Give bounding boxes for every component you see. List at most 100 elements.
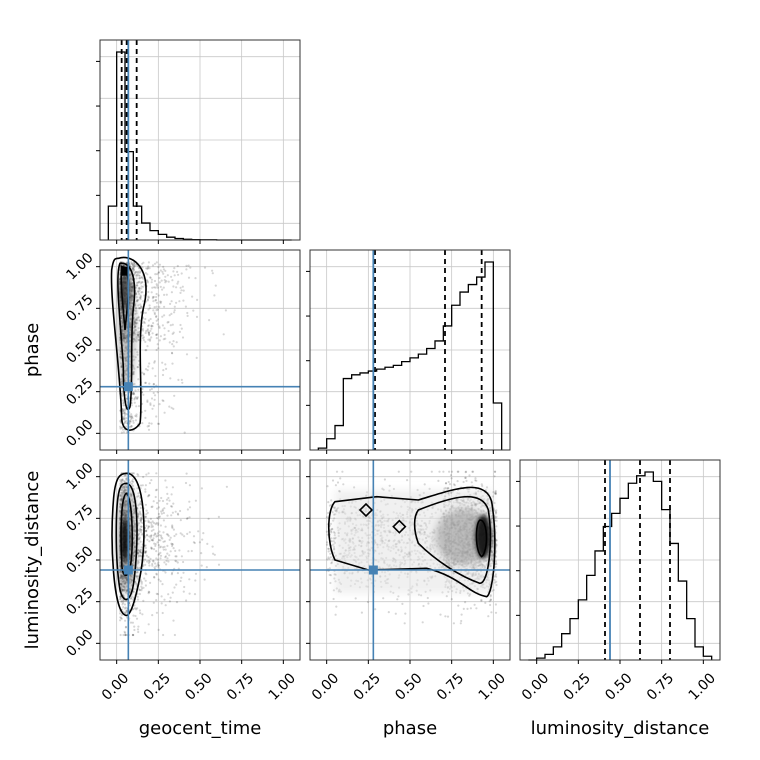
sample-point [132,372,135,376]
sample-point [160,510,163,513]
sample-point [186,311,189,315]
sample-point [155,295,158,299]
sample-point [130,261,133,264]
sample-point [156,558,160,561]
sample-point [144,519,147,523]
contour-middle [115,482,138,601]
sample-point [331,527,334,531]
sample-point [152,559,155,562]
sample-point [172,340,175,343]
sample-point [453,484,456,487]
sample-point [133,625,136,628]
sample-point [473,603,476,606]
sample-point [134,607,137,610]
sample-point [133,265,136,268]
sample-point [144,381,147,384]
sample-point [152,548,156,551]
sample-point [121,486,124,489]
sample-point [332,543,335,546]
sample-point [135,397,139,400]
sample-point [332,589,335,592]
sample-point [132,488,135,491]
sample-point [171,511,174,514]
sample-point [495,544,498,547]
sample-point [173,586,176,589]
sample-point [159,551,162,554]
sample-point [123,630,126,633]
sample-point [171,362,174,365]
sample-point [494,611,498,614]
sample-point [136,562,139,565]
sample-point [153,311,156,314]
sample-point [148,307,151,310]
sample-point [201,538,204,541]
sample-point [152,500,155,503]
sample-point [155,309,158,312]
sample-point [448,470,451,473]
sample-point [159,285,162,288]
sample-point [153,313,156,316]
sample-point [136,365,139,369]
sample-point [148,333,151,336]
sample-point [148,339,152,342]
sample-point [159,269,162,272]
sample-point [137,335,140,338]
sample-point [165,280,168,283]
sample-point [125,477,128,480]
sample-point [187,276,191,279]
sample-point [133,628,136,632]
sample-point [140,520,143,523]
sample-point [178,300,181,303]
sample-point [158,325,161,328]
sample-point [136,316,139,320]
sample-point [140,529,143,532]
sample-point [145,330,148,333]
sample-point [149,338,152,341]
sample-point [131,266,135,270]
sample-point [495,580,498,583]
sample-point [200,552,203,555]
sample-point [156,507,159,510]
sample-point [139,516,143,520]
panel-plot-area [100,460,300,660]
sample-point [139,305,143,308]
sample-point [155,333,158,337]
sample-point [160,536,163,539]
sample-point [139,282,142,285]
sample-point [119,480,122,483]
sample-point [156,541,159,544]
sample-point [179,519,182,522]
sample-point [144,530,148,533]
sample-point [174,549,177,553]
sample-point [140,291,143,294]
sample-point [167,280,170,283]
sample-point [158,326,161,329]
sample-point [176,572,179,575]
sample-point [119,494,122,497]
sample-point [124,611,127,614]
sample-point [125,261,128,264]
sample-point [149,276,152,279]
sample-point [158,499,161,502]
sample-point [122,408,125,411]
sample-point [155,301,158,304]
sample-point [171,486,174,489]
sample-point [137,538,140,541]
sample-point [137,290,140,293]
sample-point [155,565,158,568]
sample-point [152,322,155,325]
sample-point [171,544,174,548]
sample-point [131,480,134,483]
sample-point [136,284,139,287]
sample-point [144,331,147,335]
sample-point [151,325,154,328]
sample-point [119,425,122,428]
sample-point [144,515,147,519]
sample-point [149,388,152,391]
sample-point [187,550,190,553]
sample-point [142,261,145,264]
sample-point [146,345,149,348]
truth-marker [123,382,133,392]
sample-point [128,604,131,607]
